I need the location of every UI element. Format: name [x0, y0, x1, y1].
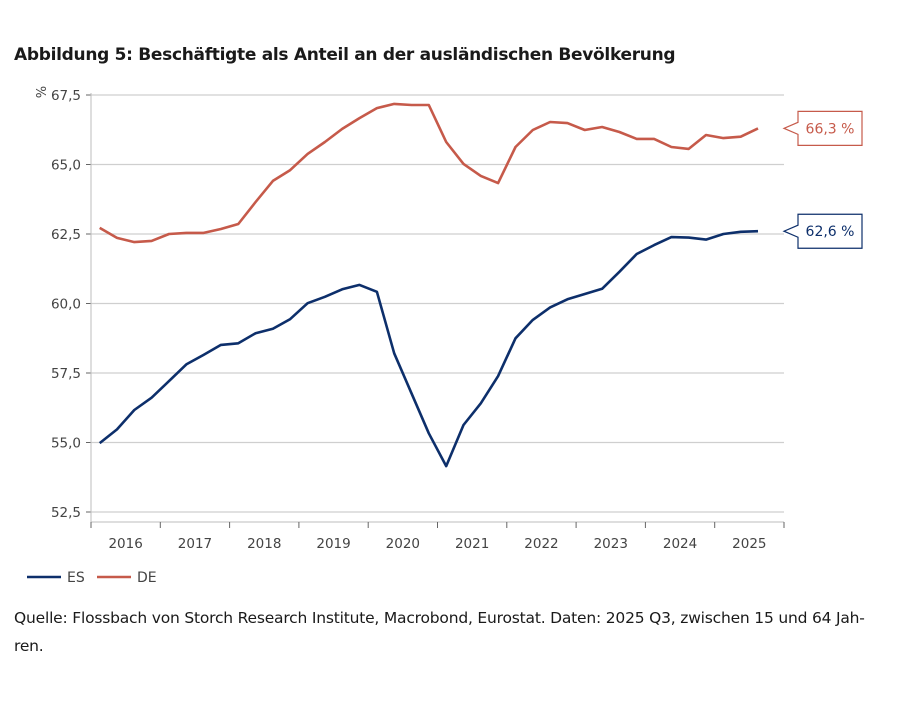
x-tick-label: 2025 [732, 536, 766, 552]
y-tick-label: 60,0 [51, 297, 81, 313]
x-tick-label: 2021 [455, 536, 489, 552]
legend: ES DE [27, 570, 157, 586]
y-tick-label: 57,5 [51, 366, 81, 382]
x-tick-label: 2019 [316, 536, 350, 552]
grid [91, 94, 784, 513]
callout-label-es: 62,6 % [806, 224, 855, 240]
x-tick-label: 2017 [178, 536, 212, 552]
x-tick-label: 2024 [663, 536, 697, 552]
series-line-es [98, 229, 759, 468]
x-tick-label: 2018 [247, 536, 281, 552]
source-note-line-1: Quelle: Flossbach von Storch Research In… [14, 609, 865, 627]
y-axis-unit: % [32, 86, 47, 98]
y-tick-label: 52,5 [51, 505, 81, 521]
y-tick-label: 55,0 [51, 436, 81, 452]
callout-box-de [782, 110, 863, 146]
series-lines [98, 102, 759, 468]
callout-label-de: 66,3 % [806, 121, 855, 137]
x-tick-label: 2016 [108, 536, 142, 552]
y-tick-label: 62,5 [51, 227, 81, 243]
legend-label-es: ES [67, 570, 85, 586]
chart-title: Abbildung 5: Beschäftigte als Anteil an … [14, 45, 676, 65]
source-note-line-2: ren. [14, 637, 44, 655]
x-tick-label: 2020 [386, 536, 420, 552]
end-labels: 62,6 % 66,3 % [782, 110, 863, 249]
callout-box-es [782, 213, 863, 249]
x-tick-label: 2022 [524, 536, 558, 552]
axes: 52,5 55,0 57,5 60,0 62,5 65,0 67,5% 2016 2017 201… [32, 86, 785, 552]
series-line-de [99, 102, 759, 244]
y-tick-label: 67,5 [51, 88, 81, 104]
legend-label-de: DE [137, 570, 157, 586]
x-tick-label: 2023 [594, 536, 628, 552]
y-tick-label: 65,0 [51, 158, 81, 174]
